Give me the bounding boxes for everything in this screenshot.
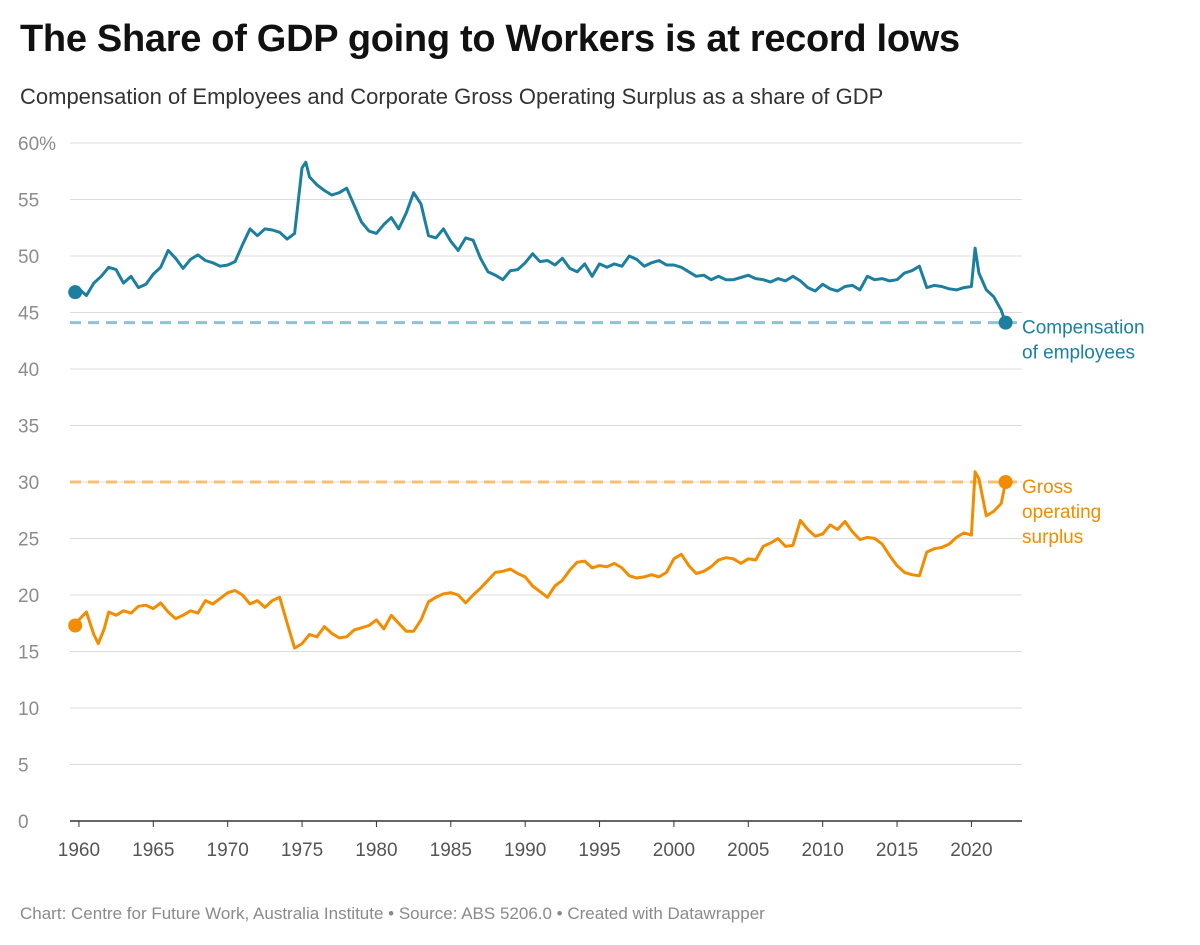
y-tick-label: 25	[18, 530, 39, 551]
y-tick-label: 5	[18, 756, 29, 777]
chart-title: The Share of GDP going to Workers is at …	[20, 18, 960, 60]
y-tick-label: 60%	[18, 134, 56, 155]
x-tick-label: 1970	[207, 840, 249, 861]
chart-subtitle: Compensation of Employees and Corporate …	[20, 84, 884, 109]
y-tick-label: 20	[18, 586, 39, 607]
series-label: Gross operating surplus	[1022, 477, 1101, 548]
x-tick-label: 2005	[727, 840, 769, 861]
x-tick-label: 1965	[132, 840, 174, 861]
x-tick-label: 2010	[802, 840, 844, 861]
x-tick-label: 1990	[504, 840, 546, 861]
start-point	[68, 618, 83, 633]
x-tick-label: 1960	[58, 840, 100, 861]
x-axis: 1960 1965 1970 1975 1980 1985 1990 1995 2000 2005…	[58, 820, 1022, 861]
y-tick-label: 50	[18, 247, 39, 268]
end-point	[998, 315, 1013, 330]
y-tick-label: 10	[18, 699, 39, 720]
series-line	[73, 470, 1008, 650]
chart-footer: Chart: Centre for Future Work, Australia…	[20, 904, 765, 923]
y-tick-label: 35	[18, 417, 39, 438]
series-labels: Compensation of employees Gross operating su…	[1022, 318, 1145, 548]
y-tick-label: 30	[18, 473, 39, 494]
x-tick-label: 1985	[430, 840, 472, 861]
x-tick-label: 1995	[578, 840, 620, 861]
series-line	[73, 160, 1008, 325]
y-tick-label: 0	[18, 812, 29, 833]
x-tick-label: 1980	[355, 840, 397, 861]
series-label: Compensation of employees	[1022, 318, 1145, 364]
y-tick-label: 40	[18, 360, 39, 381]
y-tick-label: 55	[18, 191, 39, 212]
end-point	[998, 475, 1013, 489]
x-tick-label: 2000	[653, 840, 695, 861]
series-lines	[68, 160, 1022, 650]
x-tick-label: 2015	[876, 840, 918, 861]
x-tick-label: 1975	[281, 840, 323, 861]
start-point	[68, 285, 83, 300]
gridlines	[70, 142, 1022, 765]
y-tick-label: 45	[18, 304, 39, 325]
x-tick-label: 2020	[950, 840, 992, 861]
y-tick-label: 15	[18, 643, 39, 664]
